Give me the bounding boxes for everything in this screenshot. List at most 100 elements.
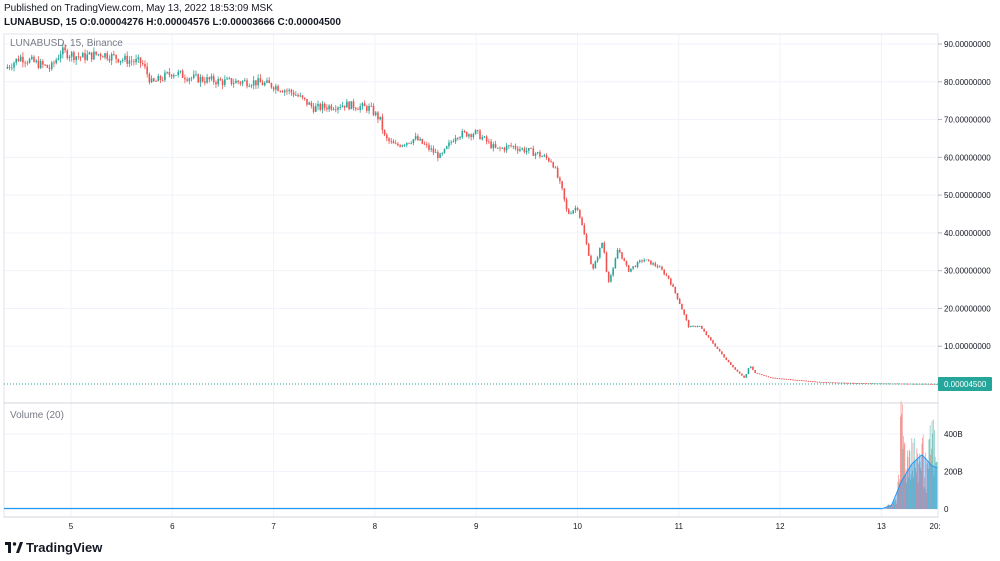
- volume-bar: [893, 498, 895, 509]
- candle-body: [130, 60, 133, 62]
- volume-bar: [894, 501, 896, 509]
- candle-body: [257, 78, 259, 86]
- candle-body: [79, 56, 82, 58]
- candle-body: [614, 258, 617, 269]
- candle-body: [295, 94, 297, 96]
- candle-body: [150, 78, 153, 83]
- candle-body: [390, 140, 393, 142]
- candle-body: [115, 54, 117, 59]
- candle-body: [22, 56, 24, 63]
- candle-body: [70, 52, 73, 57]
- candle-body: [101, 56, 104, 58]
- candle-body: [805, 380, 807, 382]
- candle-body: [594, 261, 597, 269]
- candle-body: [490, 141, 492, 149]
- candle-body: [794, 379, 796, 381]
- candle-body: [201, 76, 204, 82]
- candle-body: [676, 293, 679, 299]
- candle-body: [30, 56, 33, 59]
- candle-body: [161, 79, 164, 81]
- volume-bar: [924, 477, 925, 509]
- candle-body: [281, 91, 284, 93]
- candle-body: [379, 116, 381, 120]
- candle-body: [113, 53, 115, 55]
- candle-body: [106, 53, 109, 59]
- candle-body: [84, 53, 86, 60]
- volume-bar: [908, 449, 910, 509]
- candle-body: [423, 143, 426, 145]
- candle-body: [774, 377, 776, 379]
- candle-body: [146, 66, 148, 75]
- candle-body: [192, 74, 195, 78]
- candle-body: [479, 130, 481, 140]
- price-tick-label: 10.00000000: [944, 342, 991, 351]
- candle-body: [157, 75, 160, 82]
- candle-body: [638, 260, 641, 262]
- candle-body: [696, 326, 699, 327]
- candle-body: [596, 257, 599, 262]
- candle-body: [312, 106, 315, 112]
- symbol-label: LUNABUSD, 15: [4, 17, 77, 28]
- last-price-label: 0.00004500: [944, 380, 987, 389]
- candle-body: [337, 107, 339, 110]
- candle-body: [476, 130, 479, 131]
- volume-bar: [909, 451, 911, 509]
- candle-body: [374, 112, 377, 115]
- candle-body: [250, 85, 253, 87]
- candle-body: [270, 83, 273, 88]
- volume-bar: [913, 477, 915, 509]
- volume-bar: [910, 479, 911, 509]
- candle-body: [592, 264, 594, 269]
- candle-body: [880, 383, 883, 385]
- symbol-ohlc-line: LUNABUSD, 15 O:0.00004276 H:0.00004576 L…: [4, 17, 341, 28]
- candle-body: [35, 60, 38, 62]
- candle-body: [574, 207, 577, 211]
- time-tick-label: 10: [573, 522, 582, 531]
- candle-body: [170, 74, 173, 77]
- candle-body: [388, 138, 390, 141]
- candle-body: [66, 50, 69, 59]
- candle-body: [832, 382, 834, 384]
- candle-body: [709, 337, 712, 341]
- candle-body: [470, 134, 472, 137]
- candle-body: [767, 376, 770, 378]
- candle-body: [434, 152, 437, 153]
- candle-body: [807, 380, 810, 382]
- candle-body: [437, 152, 439, 158]
- price-tick-label: 40.00000000: [944, 229, 991, 238]
- pane-label: LUNABUSD, 15, Binance: [10, 38, 123, 49]
- candle-body: [108, 58, 111, 61]
- candle-body: [632, 266, 634, 269]
- chart-frame: [3, 33, 939, 518]
- volume-bar: [925, 492, 927, 509]
- candle-body: [652, 263, 654, 265]
- candle-body: [377, 112, 379, 120]
- candle-body: [823, 382, 825, 383]
- candle-body: [330, 105, 333, 110]
- candle-body: [410, 142, 413, 144]
- volume-bar: [911, 438, 913, 509]
- candle-body: [483, 136, 486, 138]
- candle-body: [328, 105, 330, 110]
- candle-body: [408, 142, 410, 144]
- volume-bar: [927, 462, 929, 509]
- volume-bar: [890, 505, 892, 509]
- candle-body: [419, 138, 421, 141]
- candle-body: [907, 383, 910, 385]
- candle-body: [860, 383, 863, 384]
- candle-body: [88, 52, 91, 55]
- candle-body: [761, 374, 763, 376]
- candle-body: [503, 147, 506, 151]
- candle-body: [317, 103, 319, 107]
- volume-bar: [922, 434, 924, 509]
- candle-body: [286, 90, 288, 92]
- candle-body: [887, 383, 890, 385]
- candle-body: [814, 381, 816, 383]
- candle-body: [292, 92, 295, 96]
- candle-body: [678, 298, 681, 304]
- candle-body: [244, 80, 246, 82]
- candle-body: [749, 366, 752, 369]
- candle-body: [315, 106, 317, 112]
- candle-body: [776, 378, 779, 379]
